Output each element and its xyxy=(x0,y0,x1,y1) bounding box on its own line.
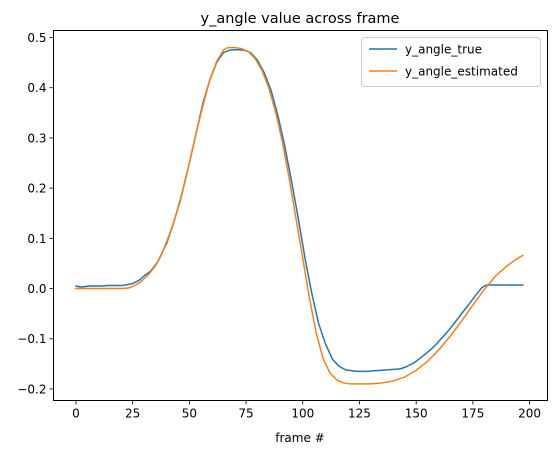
x-tick-label: 100 xyxy=(291,407,314,421)
legend: y_angle_true y_angle_estimated xyxy=(361,37,541,87)
x-axis-label: frame # xyxy=(275,431,324,445)
series-layer xyxy=(75,46,524,385)
y-axis: −0.2 −0.1 0.0 0.1 0.2 0.3 0.4 0.5 xyxy=(17,31,54,396)
y-tick-label: 0.0 xyxy=(27,282,46,296)
legend-label-y-angle-true: y_angle_true xyxy=(405,43,482,57)
y-tick-label: 0.2 xyxy=(27,182,46,196)
x-tick-label: 25 xyxy=(125,407,140,421)
plot-frame xyxy=(53,30,548,401)
x-tick-label: 75 xyxy=(238,407,253,421)
y-tick-label: 0.5 xyxy=(27,31,46,45)
y-tick-label: −0.1 xyxy=(17,332,46,346)
x-tick-label: 200 xyxy=(518,407,541,421)
series-line-y-angle-true xyxy=(75,48,524,373)
x-tick-label: 50 xyxy=(182,407,197,421)
series-line-y-angle-estimated xyxy=(75,46,524,385)
chart-title: y_angle value across frame xyxy=(201,11,400,27)
legend-box xyxy=(361,37,541,87)
y-tick-label: 0.4 xyxy=(27,81,46,95)
x-tick-label: 175 xyxy=(461,407,484,421)
x-axis: 0 25 50 75 100 125 150 175 200 xyxy=(72,400,541,421)
x-tick-label: 0 xyxy=(72,407,80,421)
legend-label-y-angle-estimated: y_angle_estimated xyxy=(405,65,518,79)
y-tick-label: −0.2 xyxy=(17,382,46,396)
x-tick-label: 125 xyxy=(348,407,371,421)
x-tick-label: 150 xyxy=(405,407,428,421)
y-tick-label: 0.1 xyxy=(27,232,46,246)
y-tick-label: 0.3 xyxy=(27,131,46,145)
